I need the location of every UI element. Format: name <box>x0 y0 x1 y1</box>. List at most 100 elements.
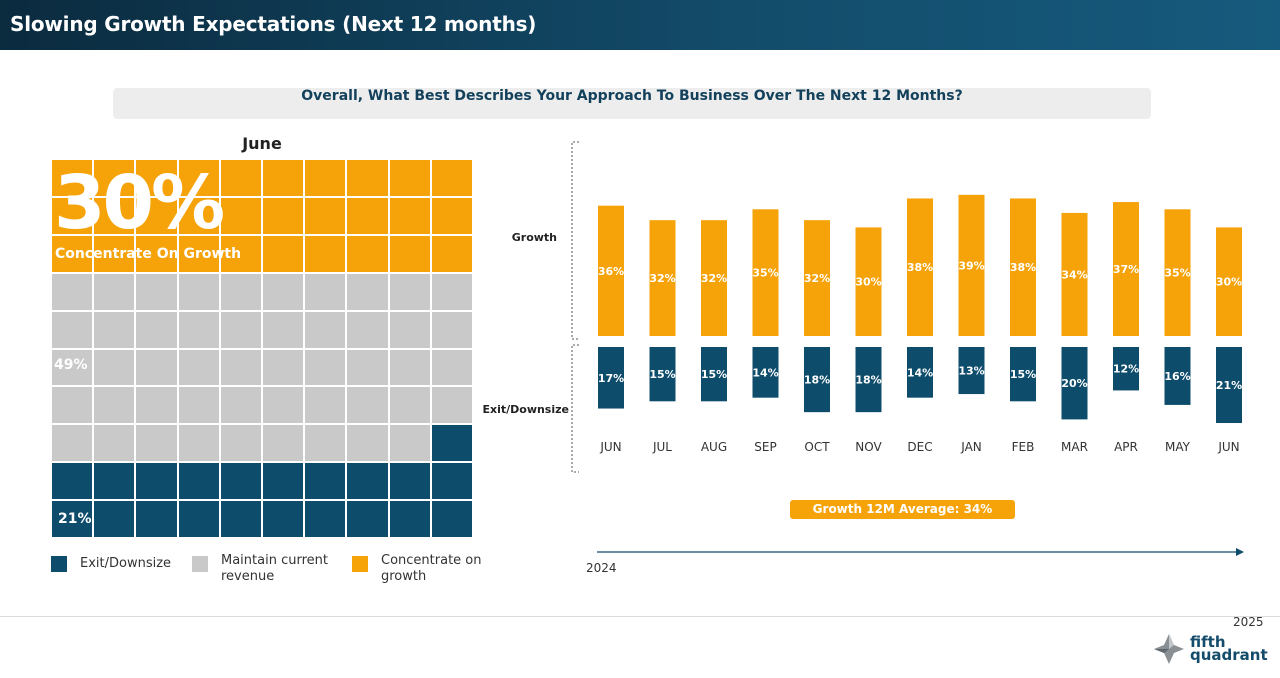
waffle-cell-growth <box>220 235 261 272</box>
growth-bar-label: 34% <box>1061 268 1087 281</box>
exit-bar <box>1164 347 1191 405</box>
exit-bar <box>804 347 830 413</box>
waffle-cell-maintain <box>178 387 219 424</box>
waffle-cell-exit <box>389 501 430 537</box>
waffle-cell-maintain <box>305 387 346 424</box>
waffle-cell-maintain <box>263 273 304 310</box>
waffle-cell-exit <box>220 501 261 537</box>
growth-bar <box>855 227 882 336</box>
growth-bar <box>804 220 830 336</box>
waffle-cell-growth <box>389 235 430 272</box>
waffle-cell-maintain <box>52 387 93 424</box>
waffle-cell-growth <box>94 235 135 272</box>
waffle-cell-exit <box>94 501 135 537</box>
waffle-cell-maintain <box>52 425 93 462</box>
waffle-cell-growth <box>94 197 135 234</box>
waffle-cell-maintain <box>136 349 177 386</box>
exit-bar-label: 15% <box>649 368 675 381</box>
waffle-cell-maintain <box>305 349 346 386</box>
legend-exit: Exit/Downsize <box>51 553 190 572</box>
waffle-cell-exit <box>431 425 472 462</box>
month-tick-label: JUN <box>599 440 621 454</box>
growth-bar <box>958 194 985 336</box>
exit-bar <box>649 347 676 402</box>
waffle-cell-maintain <box>94 387 135 424</box>
waffle-cell-growth <box>431 235 472 272</box>
waffle-cell-growth <box>431 197 472 234</box>
month-tick-label: JAN <box>960 440 982 454</box>
waffle-cell-maintain <box>220 425 261 462</box>
waffle-cell-exit <box>136 463 177 500</box>
waffle-cell-growth <box>347 235 388 272</box>
header-bar: Slowing Growth Expectations (Next 12 mon… <box>0 0 1280 50</box>
month-tick-label: NOV <box>855 440 882 454</box>
waffle-chart <box>52 160 472 537</box>
waffle-cell-maintain <box>389 387 430 424</box>
growth-bar <box>701 220 727 336</box>
legend-maintain: Maintain current revenue <box>192 553 331 585</box>
brand-mark-icon <box>1154 634 1184 664</box>
growth-bar <box>907 198 933 336</box>
waffle-cell-maintain <box>347 349 388 386</box>
exit-bar <box>907 347 933 398</box>
exit-bar-label: 14% <box>752 366 778 379</box>
month-tick-label: MAY <box>1165 440 1191 454</box>
waffle-cell-growth <box>220 160 261 196</box>
waffle-cell-exit <box>431 463 472 500</box>
month-tick-label: AUG <box>701 440 727 454</box>
waffle-cell-maintain <box>431 311 472 348</box>
growth-bar-label: 35% <box>1164 267 1190 280</box>
waffle-cell-maintain <box>136 273 177 310</box>
waffle-cell-maintain <box>136 387 177 424</box>
waffle-cell-maintain <box>347 311 388 348</box>
growth-percentage: 30% <box>54 160 225 246</box>
waffle-cell-exit <box>431 501 472 537</box>
waffle-cell-maintain <box>52 311 93 348</box>
waffle-cell-growth <box>94 160 135 196</box>
waffle-cell-growth <box>178 160 219 196</box>
exit-bar-label: 21% <box>1216 379 1242 392</box>
growth-bar-label: 32% <box>804 272 830 285</box>
growth-bar-label: 37% <box>1113 263 1139 276</box>
growth-bar-label: 30% <box>855 276 881 289</box>
exit-bar <box>1010 347 1036 402</box>
waffle-cell-growth <box>431 160 472 196</box>
growth-bar <box>649 220 676 336</box>
growth-bar-label: 36% <box>598 265 624 278</box>
growth-bar <box>1164 209 1191 336</box>
growth-bar-label: 32% <box>649 272 675 285</box>
waffle-cell-maintain <box>94 425 135 462</box>
page-title: Slowing Growth Expectations (Next 12 mon… <box>10 12 537 36</box>
waffle-cell-maintain <box>94 311 135 348</box>
waffle-cell-maintain <box>389 425 430 462</box>
waffle-cell-growth <box>347 197 388 234</box>
exit-percentage: 21% <box>58 511 92 527</box>
growth-bar-label: 38% <box>907 261 933 274</box>
waffle-cell-exit <box>52 463 93 500</box>
waffle-cell-maintain <box>305 425 346 462</box>
legend-exit-label: Exit/Downsize <box>80 556 172 571</box>
exit-bar <box>1216 347 1242 424</box>
exit-bar <box>701 347 727 402</box>
legend-growth-label: Concentrate on growth <box>381 553 482 584</box>
waffle-cell-maintain <box>220 349 261 386</box>
growth-bar-label: 32% <box>701 272 727 285</box>
growth-bar <box>752 209 779 336</box>
waffle-cell-growth <box>347 160 388 196</box>
waffle-cell-exit <box>347 463 388 500</box>
exit-bar-label: 15% <box>701 368 727 381</box>
exit-bar <box>752 347 779 398</box>
waffle-cell-maintain <box>305 311 346 348</box>
exit-bar-label: 13% <box>958 365 984 378</box>
waffle-cell-maintain <box>431 349 472 386</box>
waffle-cell-maintain <box>347 273 388 310</box>
waffle-cell-exit <box>220 463 261 500</box>
month-tick-label: JUN <box>1217 440 1239 454</box>
month-tick-label: OCT <box>804 440 830 454</box>
waffle-cell-maintain <box>389 349 430 386</box>
waffle-cell-maintain <box>94 273 135 310</box>
growth-bracket <box>571 141 579 340</box>
waffle-cell-exit <box>136 501 177 537</box>
legend-maintain-label: Maintain current revenue <box>221 553 328 584</box>
growth-bar <box>598 205 624 336</box>
